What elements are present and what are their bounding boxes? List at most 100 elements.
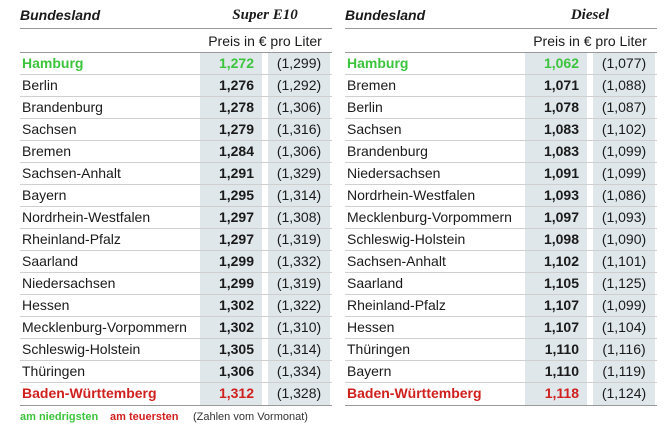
row-line — [345, 272, 657, 273]
price: 1,297 — [218, 209, 254, 225]
region-name: Hessen — [22, 297, 70, 313]
price: 1,302 — [218, 297, 254, 313]
header-line — [20, 52, 332, 53]
previous-price: (1,116) — [602, 341, 646, 357]
region-name: Mecklenburg-Vorpommern — [347, 209, 512, 225]
row-line — [20, 382, 332, 383]
unit-header: Preis in € pro Liter — [208, 33, 322, 49]
price: 1,105 — [543, 275, 579, 291]
region-name: Brandenburg — [22, 99, 103, 115]
row-line — [345, 140, 657, 141]
price: 1,107 — [543, 319, 579, 335]
row-line — [345, 228, 657, 229]
row-line — [345, 96, 657, 97]
price: 1,078 — [543, 99, 579, 115]
region-name: Baden-Württemberg — [347, 385, 482, 401]
region-name: Rheinland-Pfalz — [22, 231, 121, 247]
price: 1,097 — [543, 209, 579, 225]
price: 1,083 — [543, 143, 579, 159]
region-name: Sachsen — [347, 121, 402, 137]
previous-price: (1,319) — [276, 231, 322, 247]
region-name: Saarland — [347, 275, 404, 291]
previous-price: (1,306) — [276, 143, 322, 159]
row-line — [20, 250, 332, 251]
row-line — [20, 272, 332, 273]
previous-price: (1,306) — [276, 99, 322, 115]
bottom-line — [345, 405, 657, 406]
region-name: Sachsen — [22, 121, 77, 137]
previous-price: (1,328) — [276, 385, 322, 401]
region-name: Berlin — [347, 99, 383, 115]
price: 1,091 — [543, 165, 579, 181]
price: 1,305 — [218, 341, 254, 357]
previous-price: (1,124) — [601, 385, 647, 401]
price: 1,279 — [218, 121, 254, 137]
region-name: Niedersachsen — [22, 275, 116, 291]
previous-price: (1,308) — [276, 209, 322, 225]
price: 1,312 — [218, 385, 254, 401]
region-name: Bremen — [22, 143, 72, 159]
price: 1,272 — [218, 55, 254, 71]
region-header: Bundesland — [20, 7, 101, 23]
row-line — [20, 74, 332, 75]
region-name: Hessen — [347, 319, 395, 335]
previous-price: (1,125) — [601, 275, 647, 291]
previous-price: (1,090) — [601, 231, 647, 247]
row-line — [20, 360, 332, 361]
fuel-header: Super E10 — [232, 7, 298, 23]
previous-price: (1,077) — [601, 55, 647, 71]
region-name: Bayern — [22, 187, 67, 203]
row-line — [20, 184, 332, 185]
previous-price: (1,314) — [276, 341, 322, 357]
row-line — [20, 140, 332, 141]
fuel-header: Diesel — [570, 7, 610, 23]
header-line — [345, 28, 657, 29]
unit-header: Preis in € pro Liter — [533, 33, 647, 49]
row-line — [345, 360, 657, 361]
row-line — [20, 118, 332, 119]
price: 1,093 — [543, 187, 579, 203]
region-name: Nordrhein-Westfalen — [347, 187, 476, 203]
row-line — [20, 228, 332, 229]
region-name: Sachsen-Anhalt — [347, 253, 446, 269]
previous-price: (1,292) — [276, 77, 322, 93]
price: 1,295 — [218, 187, 254, 203]
region-name: Bremen — [347, 77, 397, 93]
row-line — [345, 250, 657, 251]
previous-price: (1,332) — [276, 253, 322, 269]
region-name: Sachsen-Anhalt — [22, 165, 121, 181]
previous-price: (1,086) — [601, 187, 647, 203]
previous-price: (1,316) — [276, 121, 322, 137]
row-line — [20, 338, 332, 339]
previous-price: (1,329) — [276, 165, 322, 181]
price: 1,098 — [543, 231, 579, 247]
price: 1,302 — [218, 319, 254, 335]
price: 1,299 — [218, 275, 254, 291]
previous-price: (1,101) — [601, 253, 647, 269]
region-name: Berlin — [22, 77, 58, 93]
price: 1,071 — [543, 77, 579, 93]
price-column — [200, 53, 262, 405]
region-name: Schleswig-Holstein — [22, 341, 141, 357]
row-line — [345, 206, 657, 207]
legend-lowest: am niedrigsten — [20, 411, 99, 423]
header-line — [345, 52, 657, 53]
region-name: Rheinland-Pfalz — [347, 297, 446, 313]
previous-price: (1,099) — [601, 297, 647, 313]
price: 1,110 — [544, 341, 579, 357]
region-name: Hamburg — [347, 55, 409, 71]
row-line — [345, 338, 657, 339]
previous-price: (1,322) — [276, 297, 322, 313]
row-line — [20, 162, 332, 163]
price: 1,062 — [543, 55, 579, 71]
price: 1,107 — [543, 297, 579, 313]
region-header: Bundesland — [345, 7, 426, 23]
row-line — [345, 316, 657, 317]
price: 1,299 — [218, 253, 254, 269]
price: 1,291 — [218, 165, 254, 181]
row-line — [20, 316, 332, 317]
row-line — [345, 184, 657, 185]
region-name: Nordrhein-Westfalen — [22, 209, 151, 225]
row-line — [20, 294, 332, 295]
